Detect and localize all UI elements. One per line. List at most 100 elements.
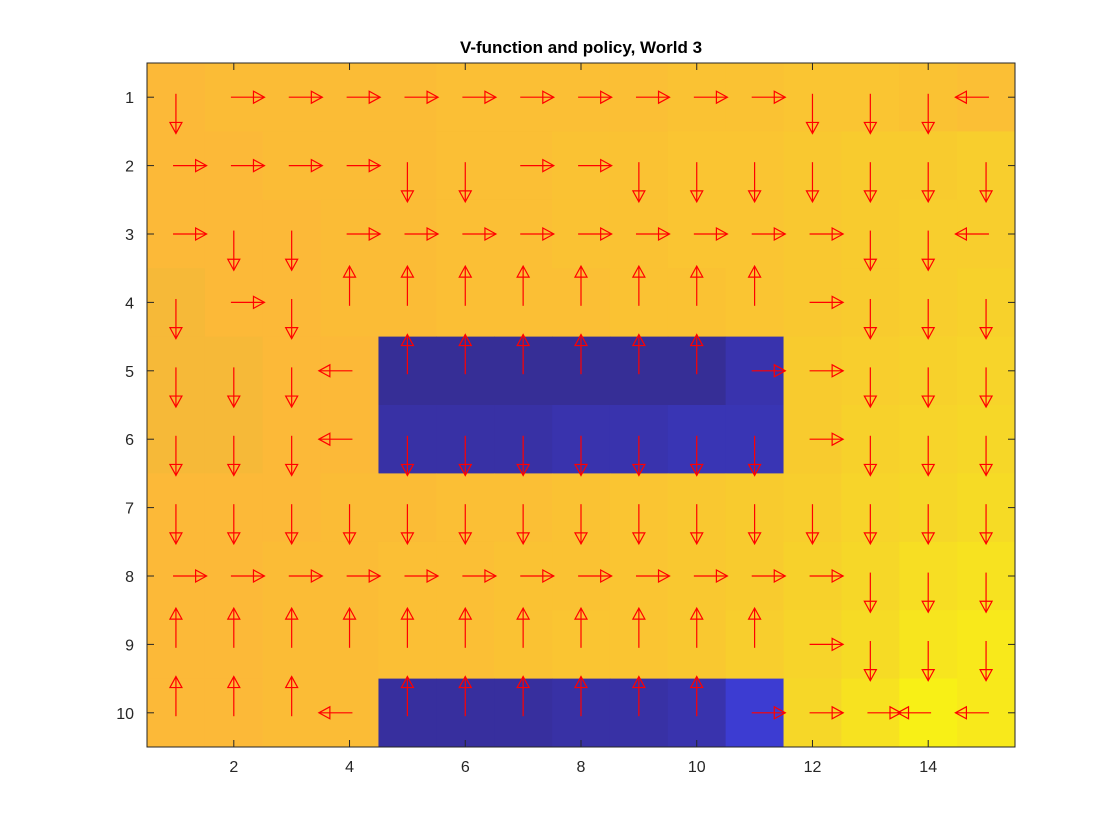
- x-tick-label: 12: [804, 759, 822, 776]
- policy-arrow: [342, 264, 357, 306]
- policy-arrow: [226, 504, 241, 546]
- policy-arrow: [168, 606, 183, 648]
- policy-arrow: [458, 606, 473, 648]
- policy-arrow: [168, 298, 183, 340]
- policy-arrow: [400, 333, 415, 375]
- policy-arrow: [317, 705, 353, 720]
- policy-arrow: [516, 606, 531, 648]
- policy-arrow: [400, 435, 415, 477]
- policy-arrow: [979, 572, 994, 614]
- policy-arrow: [284, 504, 299, 546]
- policy-arrow: [751, 568, 787, 584]
- policy-arrow: [921, 162, 936, 204]
- policy-arrow: [635, 568, 671, 584]
- policy-arrow: [284, 435, 299, 477]
- policy-arrow: [921, 230, 936, 272]
- chart-title: V-function and policy, World 3: [460, 38, 702, 57]
- policy-arrow: [921, 435, 936, 477]
- policy-arrow: [979, 435, 994, 477]
- policy-arrow: [747, 435, 762, 477]
- y-tick-label: 9: [125, 637, 134, 654]
- policy-arrow: [573, 435, 589, 477]
- policy-arrow: [863, 640, 878, 682]
- x-tick-label: 14: [919, 759, 937, 776]
- policy-arrow: [288, 568, 324, 584]
- policy-arrow: [404, 568, 440, 584]
- policy-arrow: [751, 705, 787, 720]
- policy-arrow: [520, 158, 556, 173]
- policy-arrow: [284, 367, 299, 409]
- policy-arrow: [805, 162, 820, 204]
- policy-arrow: [954, 90, 989, 105]
- policy-arrow: [751, 226, 787, 242]
- policy-arrow: [462, 90, 498, 105]
- policy-arrow: [400, 675, 415, 717]
- policy-arrow: [751, 90, 787, 105]
- policy-arrow: [747, 606, 762, 648]
- policy-arrow: [805, 504, 820, 546]
- policy-arrow: [400, 264, 415, 306]
- policy-arrow: [863, 504, 878, 546]
- policy-arrow: [516, 675, 531, 717]
- policy-arrow: [342, 504, 357, 546]
- policy-arrow: [921, 640, 936, 682]
- x-tick-label: 6: [461, 759, 470, 776]
- policy-arrow: [226, 606, 241, 648]
- policy-arrow: [979, 504, 994, 546]
- policy-arrow: [173, 226, 208, 242]
- policy-arrow: [631, 162, 646, 204]
- policy-arrow: [863, 367, 878, 409]
- policy-arrow: [458, 333, 473, 375]
- policy-arrow: [173, 568, 208, 584]
- policy-arrow: [809, 363, 845, 378]
- policy-arrow: [693, 226, 729, 242]
- y-tick-label: 2: [125, 159, 134, 176]
- policy-arrow: [631, 333, 646, 375]
- policy-arrow: [462, 568, 498, 584]
- policy-arrow: [458, 675, 473, 717]
- policy-arrow: [805, 93, 820, 135]
- policy-arrow: [520, 90, 556, 105]
- policy-arrow: [578, 226, 613, 242]
- policy-arrow: [863, 230, 878, 272]
- policy-arrow: [809, 295, 845, 310]
- policy-arrow: [404, 90, 440, 105]
- y-tick-label: 5: [125, 364, 134, 381]
- policy-arrow: [747, 504, 762, 546]
- policy-arrow: [516, 333, 531, 375]
- policy-arrow: [400, 162, 415, 204]
- policy-arrow: [979, 162, 994, 204]
- policy-arrow: [635, 90, 671, 105]
- y-tick-label: 7: [125, 501, 134, 518]
- policy-arrow: [747, 264, 762, 306]
- policy-arrow: [921, 367, 936, 409]
- policy-arrow: [954, 705, 989, 720]
- policy-arrow: [284, 675, 299, 717]
- x-tick-label: 2: [229, 759, 238, 776]
- policy-arrow: [520, 568, 556, 584]
- policy-arrow: [230, 90, 266, 105]
- policy-arrow: [578, 90, 613, 105]
- policy-arrow: [284, 298, 299, 340]
- policy-arrow: [168, 93, 183, 135]
- policy-arrow: [346, 158, 382, 173]
- policy-arrow: [458, 162, 473, 204]
- policy-arrow: [635, 226, 671, 242]
- policy-arrow: [346, 226, 382, 242]
- policy-arrow: [520, 226, 556, 242]
- policy-arrow: [689, 675, 704, 717]
- policy-arrow: [288, 158, 324, 173]
- policy-arrow: [809, 226, 845, 242]
- policy-arrow: [809, 637, 845, 652]
- policy-arrow: [809, 568, 845, 584]
- policy-arrow: [346, 568, 382, 584]
- policy-arrow: [400, 504, 415, 546]
- policy-arrow: [689, 162, 704, 204]
- policy-arrow: [404, 226, 440, 242]
- x-axis: 2 4 6 8 10 12 14: [229, 63, 937, 776]
- policy-arrow: [516, 264, 531, 306]
- policy-arrow: [230, 568, 266, 584]
- policy-arrows: [168, 90, 994, 720]
- y-tick-label: 6: [125, 432, 134, 449]
